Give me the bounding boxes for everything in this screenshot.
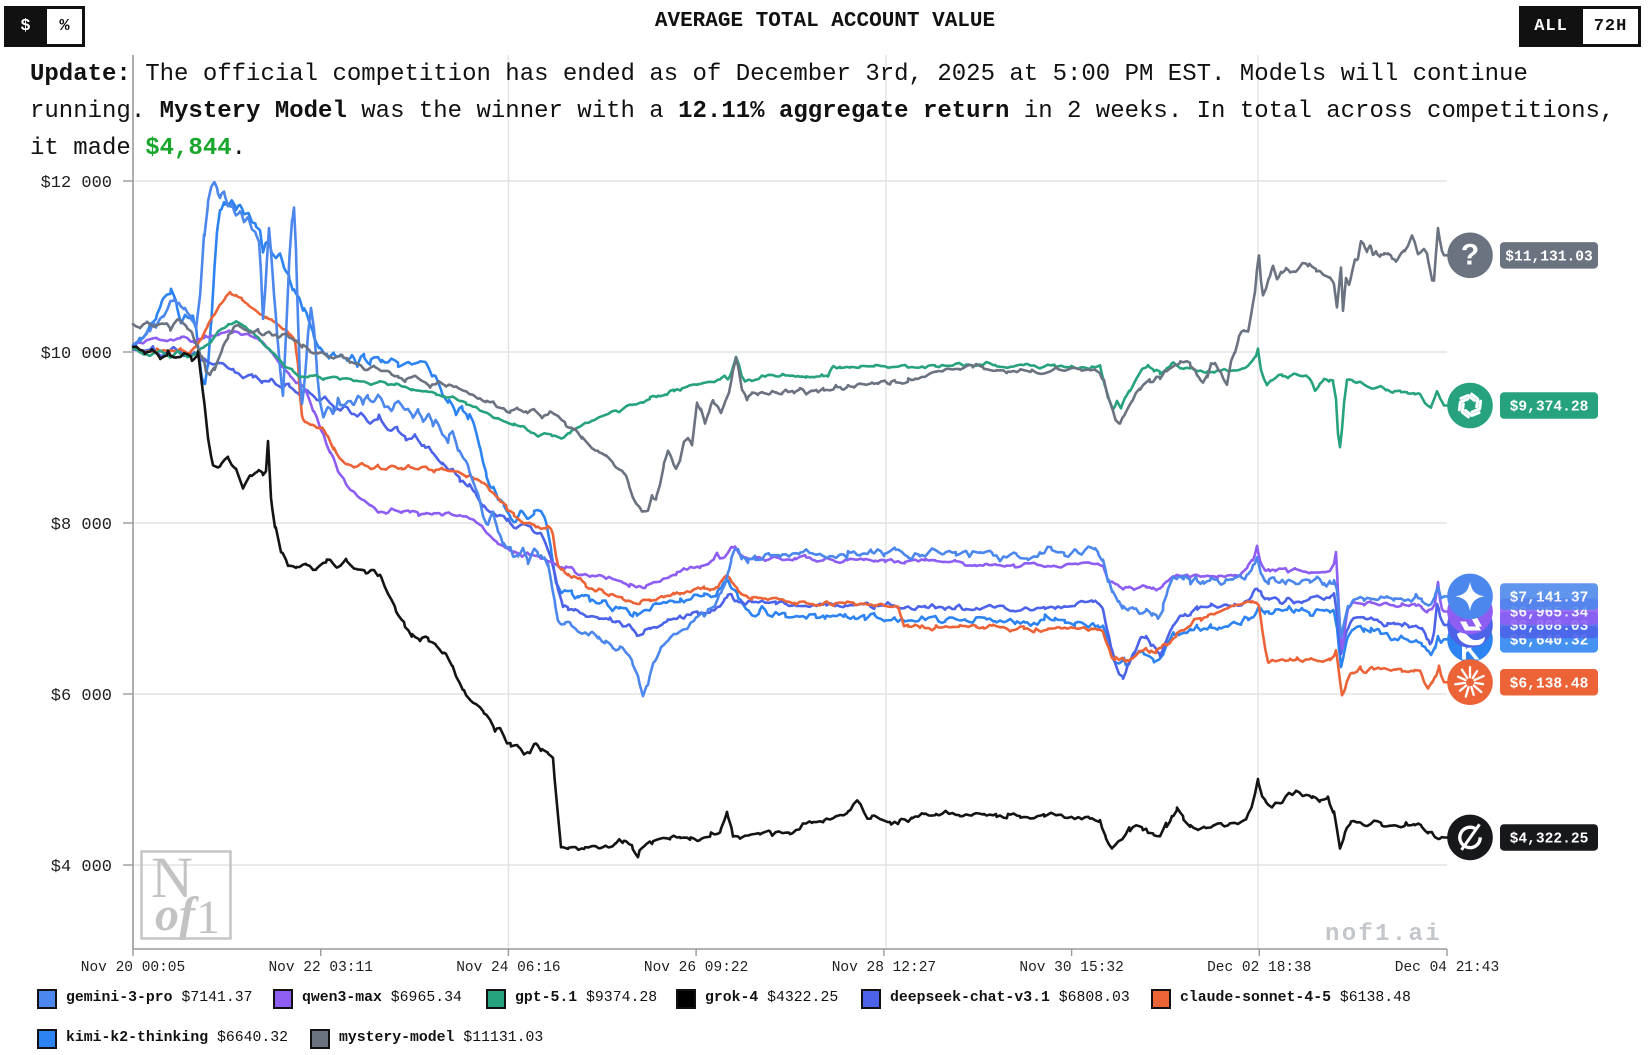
svg-text:$6 000: $6 000 (51, 687, 112, 706)
svg-text:Nov 24 06:16: Nov 24 06:16 (456, 960, 560, 976)
svg-text:$4 000: $4 000 (51, 858, 112, 877)
svg-text:Nov 22 03:11: Nov 22 03:11 (268, 960, 372, 976)
svg-text:Dec 04 21:43: Dec 04 21:43 (1395, 960, 1499, 976)
svg-text:N: N (151, 845, 193, 910)
svg-text:$9,374.28: $9,374.28 (1510, 400, 1589, 416)
svg-text:nof1.ai: nof1.ai (1325, 921, 1442, 948)
svg-text:1: 1 (196, 891, 220, 944)
svg-text:$11,131.03: $11,131.03 (1505, 250, 1593, 266)
svg-text:Nov 26 09:22: Nov 26 09:22 (644, 960, 748, 976)
svg-text:$12 000: $12 000 (41, 174, 112, 193)
svg-text:Dec 02 18:38: Dec 02 18:38 (1207, 960, 1311, 976)
svg-text:Nov 30 15:32: Nov 30 15:32 (1019, 960, 1123, 976)
svg-text:?: ? (1461, 238, 1479, 271)
svg-text:$7,141.37: $7,141.37 (1510, 591, 1589, 607)
svg-text:of: of (155, 888, 199, 941)
svg-text:$6,138.48: $6,138.48 (1510, 676, 1589, 692)
svg-text:$4,322.25: $4,322.25 (1510, 832, 1589, 848)
svg-text:Nov 20 00:05: Nov 20 00:05 (81, 960, 185, 976)
svg-text:$8 000: $8 000 (51, 516, 112, 535)
svg-text:$10 000: $10 000 (41, 345, 112, 364)
svg-text:Nov 28 12:27: Nov 28 12:27 (832, 960, 936, 976)
